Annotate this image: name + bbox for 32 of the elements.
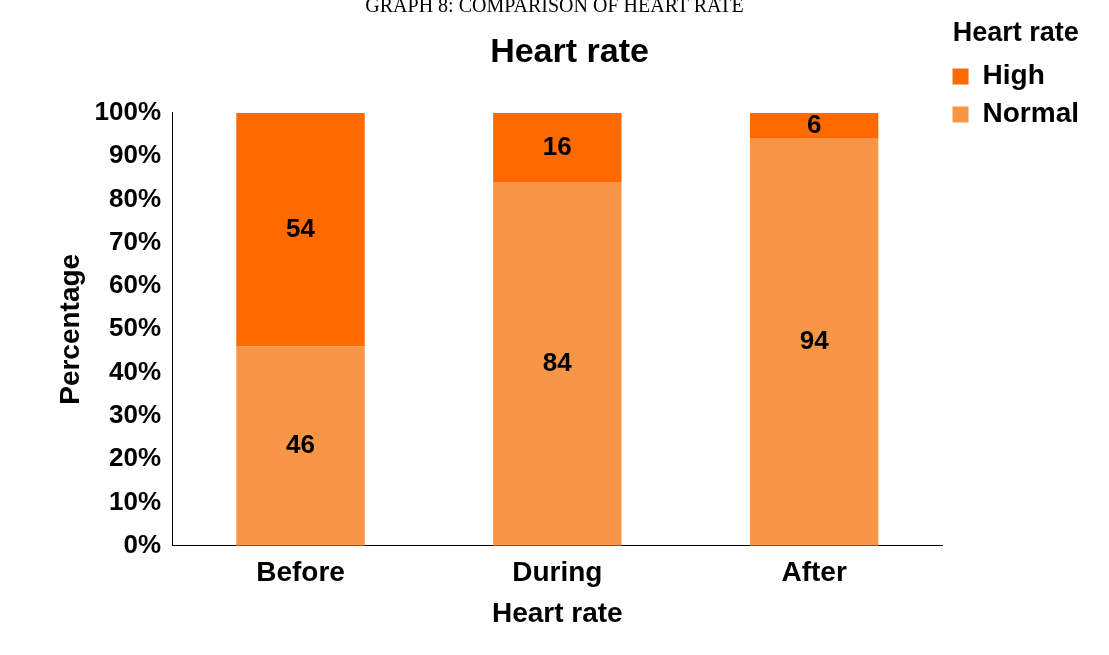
y-tick-label: 60% [109,269,162,300]
bar [236,112,365,347]
chart-title: Heart rate [490,30,649,69]
legend-label: Normal [982,97,1079,129]
x-tick-label: During [512,556,603,588]
legend-title: Heart rate [952,16,1079,47]
data-label: 84 [542,347,573,378]
bar [749,138,879,546]
y-tick-label: 50% [109,312,162,343]
bar [493,112,622,183]
y-tick-label: 0% [123,528,162,559]
y-tick-label: 70% [109,225,162,256]
data-label: 16 [542,130,572,161]
data-label: 6 [806,108,822,139]
legend-label: High [982,59,1045,91]
x-axis-title: Heart rate [491,596,623,628]
y-axis-title: Percentage [53,253,85,405]
y-tick-label: 90% [109,139,162,170]
y-tick-label: 20% [109,442,162,473]
data-label: 54 [286,212,316,243]
y-tick-label: 40% [109,355,162,386]
y-tick-label: 100% [94,95,162,126]
y-tick-label: 80% [109,182,162,213]
x-tick-label: After [781,556,847,588]
data-label: 46 [286,429,315,460]
y-tick-label: 10% [109,485,162,516]
data-label: 94 [799,325,830,356]
bar [749,112,879,139]
bar [236,346,365,546]
bar [493,182,622,546]
x-tick-label: Before [256,556,345,588]
y-tick-label: 30% [109,399,162,430]
